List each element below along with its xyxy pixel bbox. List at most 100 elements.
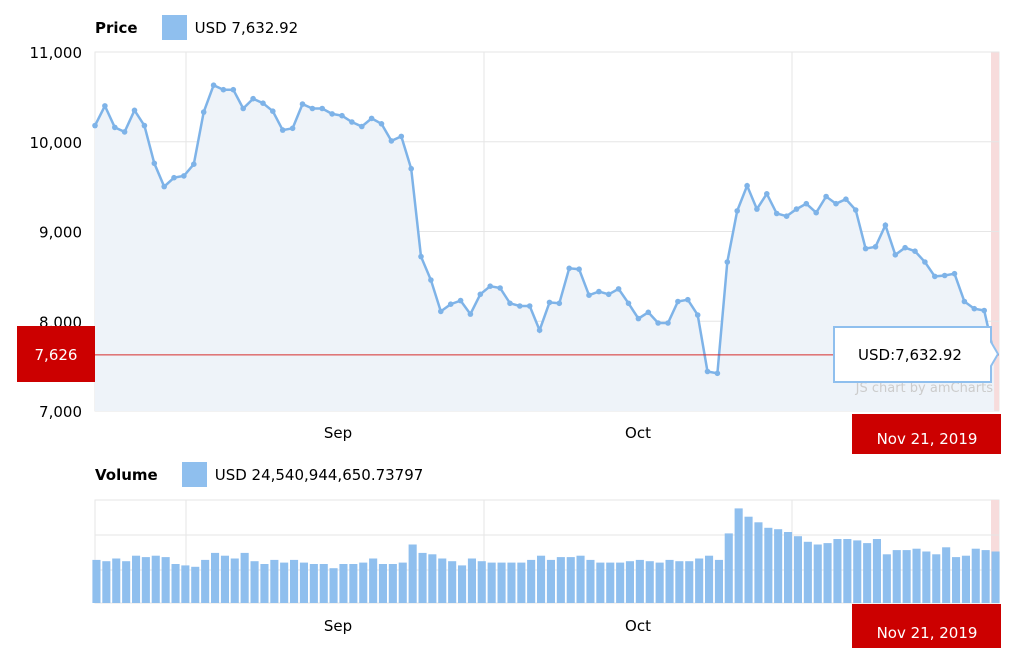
price-point[interactable] — [378, 121, 385, 127]
volume-bar[interactable] — [527, 559, 536, 603]
volume-bar[interactable] — [606, 562, 615, 603]
price-point[interactable] — [675, 298, 681, 305]
volume-bar[interactable] — [803, 541, 812, 603]
price-point[interactable] — [981, 307, 987, 314]
volume-bar[interactable] — [764, 527, 773, 603]
volume-bar[interactable] — [211, 552, 220, 603]
price-point[interactable] — [200, 109, 207, 115]
volume-bar[interactable] — [823, 543, 832, 603]
volume-bar[interactable] — [388, 564, 397, 603]
volume-bar[interactable] — [556, 557, 565, 603]
volume-bar[interactable] — [665, 559, 674, 603]
volume-bar[interactable] — [596, 562, 605, 603]
price-point[interactable] — [477, 291, 484, 298]
volume-bar[interactable] — [774, 529, 783, 603]
volume-bar[interactable] — [655, 562, 664, 603]
price-point[interactable] — [131, 107, 138, 114]
volume-bar[interactable] — [616, 562, 625, 603]
price-point[interactable] — [279, 127, 286, 133]
volume-bar[interactable] — [685, 561, 694, 603]
price-point[interactable] — [191, 161, 197, 167]
price-point[interactable] — [161, 183, 167, 190]
volume-bar[interactable] — [714, 559, 723, 603]
price-point[interactable] — [971, 305, 978, 312]
price-point[interactable] — [507, 300, 513, 307]
price-point[interactable] — [497, 285, 503, 291]
volume-bar[interactable] — [952, 557, 961, 603]
price-series[interactable] — [92, 82, 997, 411]
price-point[interactable] — [892, 252, 899, 258]
price-point[interactable] — [744, 182, 750, 189]
price-point[interactable] — [398, 133, 405, 140]
volume-bar[interactable] — [922, 551, 931, 604]
price-point[interactable] — [932, 273, 938, 280]
volume-bar[interactable] — [487, 562, 496, 603]
price-point[interactable] — [121, 129, 128, 135]
price-point[interactable] — [388, 138, 395, 144]
price-point[interactable] — [961, 298, 968, 305]
price-point[interactable] — [714, 370, 721, 377]
price-point[interactable] — [773, 210, 780, 217]
price-point[interactable] — [852, 207, 859, 213]
volume-bar[interactable] — [319, 564, 328, 603]
volume-bar[interactable] — [793, 536, 802, 603]
price-point[interactable] — [734, 208, 740, 214]
volume-bar[interactable] — [645, 561, 654, 603]
volume-bar[interactable] — [537, 555, 546, 603]
volume-bar[interactable] — [132, 555, 141, 603]
price-point[interactable] — [882, 222, 889, 228]
price-point[interactable] — [754, 206, 760, 212]
price-point[interactable] — [171, 174, 177, 181]
price-point[interactable] — [319, 105, 326, 112]
volume-bar[interactable] — [151, 555, 160, 603]
volume-bar[interactable] — [566, 557, 575, 603]
volume-bar[interactable] — [349, 564, 358, 603]
price-point[interactable] — [299, 101, 306, 107]
volume-bar[interactable] — [991, 551, 1000, 604]
price-point[interactable] — [546, 299, 553, 306]
volume-bar[interactable] — [872, 539, 881, 603]
volume-bar[interactable] — [260, 564, 269, 603]
price-point[interactable] — [764, 191, 770, 197]
volume-bar[interactable] — [438, 558, 447, 604]
volume-bar[interactable] — [833, 539, 842, 603]
volume-bar[interactable] — [546, 559, 555, 603]
volume-bar[interactable] — [635, 559, 644, 603]
price-point[interactable] — [408, 165, 415, 172]
volume-bar[interactable] — [705, 555, 714, 603]
volume-bar[interactable] — [912, 548, 921, 603]
price-point[interactable] — [556, 300, 563, 307]
volume-bar[interactable] — [378, 564, 387, 603]
price-point[interactable] — [843, 196, 849, 202]
price-point[interactable] — [102, 103, 108, 109]
price-point[interactable] — [418, 253, 424, 260]
price-point[interactable] — [141, 122, 148, 129]
price-point[interactable] — [655, 320, 661, 326]
price-point[interactable] — [517, 303, 523, 309]
volume-bar[interactable] — [299, 562, 308, 603]
volume-bar[interactable] — [408, 544, 417, 604]
price-legend[interactable]: Price USD 7,632.92 — [95, 15, 298, 40]
price-point[interactable] — [457, 297, 464, 304]
volume-bar[interactable] — [675, 561, 684, 603]
price-point[interactable] — [359, 123, 365, 130]
price-point[interactable] — [576, 266, 582, 273]
price-point[interactable] — [349, 119, 355, 125]
price-point[interactable] — [793, 206, 800, 212]
volume-bar[interactable] — [724, 533, 733, 603]
price-point[interactable] — [586, 292, 592, 299]
volume-bar[interactable] — [171, 564, 180, 603]
price-point[interactable] — [704, 368, 711, 375]
price-point[interactable] — [438, 308, 444, 315]
price-point[interactable] — [368, 115, 375, 122]
volume-bar[interactable] — [448, 561, 457, 603]
volume-bar[interactable] — [507, 562, 516, 603]
price-point[interactable] — [536, 327, 543, 334]
price-point[interactable] — [329, 111, 335, 117]
volume-bar[interactable] — [586, 559, 595, 603]
price-point[interactable] — [912, 248, 918, 254]
price-point[interactable] — [181, 173, 187, 179]
price-point[interactable] — [112, 124, 118, 131]
volume-bar[interactable] — [576, 555, 585, 603]
volume-bar[interactable] — [428, 554, 437, 603]
